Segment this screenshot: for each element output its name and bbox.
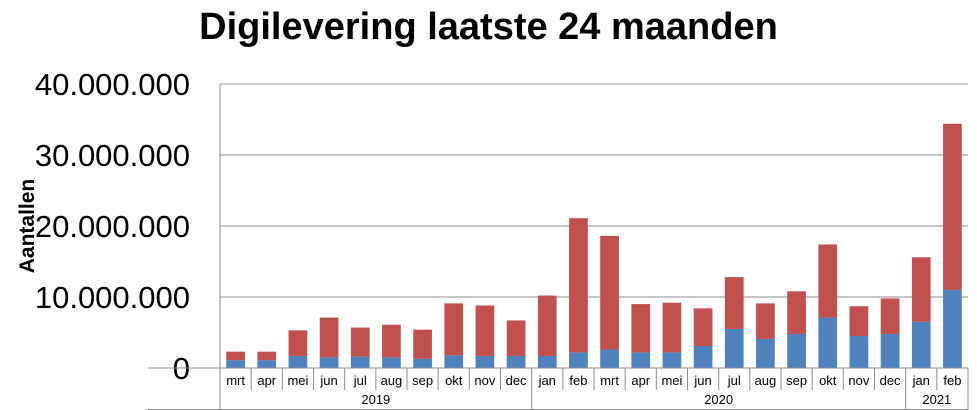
bar-segment-lower xyxy=(257,360,277,368)
bar-segment-upper xyxy=(226,351,245,361)
x-tick-label: sep xyxy=(786,373,807,388)
x-tick-label: mrt xyxy=(600,373,619,388)
bar-segment-upper xyxy=(569,218,588,353)
bar-segment-lower xyxy=(693,345,713,368)
bar-segment-lower xyxy=(382,357,401,368)
bar-segment-lower xyxy=(911,321,931,368)
bar-segment-upper xyxy=(756,303,775,339)
bar-segment-lower xyxy=(444,355,464,368)
x-tick-label: aug xyxy=(381,373,403,388)
x-tick-label: aug xyxy=(755,373,777,388)
bar-segment-upper xyxy=(787,291,806,334)
chart-title: Digilevering laatste 24 maanden xyxy=(199,6,778,48)
x-tick-label: mei xyxy=(287,373,308,388)
y-tick-label: 30.000.000 xyxy=(35,138,190,173)
x-tick-label: nov xyxy=(848,373,869,388)
year-label: 2019 xyxy=(361,392,390,407)
x-tick-label: jan xyxy=(538,373,556,388)
bar-segment-upper xyxy=(724,277,744,329)
x-tick-label: okt xyxy=(819,373,837,388)
bar-segment-upper xyxy=(537,295,557,356)
x-tick-label: jun xyxy=(319,373,337,388)
bar-segment-lower xyxy=(943,289,962,368)
bar-segment-upper xyxy=(413,329,432,359)
bar-segment-upper xyxy=(818,244,838,318)
x-tick-label: sep xyxy=(412,373,433,388)
bar-segment-upper xyxy=(350,327,370,357)
bar-segment-upper xyxy=(444,303,464,356)
bar-segment-lower xyxy=(226,360,245,368)
y-axis-title: Aantallen xyxy=(16,179,39,274)
bar-segment-upper xyxy=(257,351,277,361)
bar-segment-upper xyxy=(475,305,495,356)
x-tick-label: okt xyxy=(445,373,463,388)
bar-segment-lower xyxy=(506,355,526,368)
y-tick-label: 10.000.000 xyxy=(35,280,190,315)
y-tick-label: 20.000.000 xyxy=(35,209,190,244)
bar-segment-upper xyxy=(600,235,619,350)
bar-segment-upper xyxy=(506,320,526,356)
bar-segment-upper xyxy=(631,304,651,353)
bar-segment-lower xyxy=(600,349,619,368)
bar-segment-lower xyxy=(288,355,308,368)
bar-segment-upper xyxy=(943,123,962,290)
year-label: 2020 xyxy=(704,392,733,407)
bar-segment-lower xyxy=(818,317,838,368)
year-label: 2021 xyxy=(922,392,951,407)
x-tick-label: mei xyxy=(661,373,682,388)
bar-segment-upper xyxy=(382,324,401,358)
bar-segment-lower xyxy=(569,352,588,368)
bar-segment-upper xyxy=(288,330,308,356)
x-tick-label: jul xyxy=(727,373,741,388)
bar-segment-lower xyxy=(756,338,775,368)
x-tick-label: apr xyxy=(257,373,276,388)
x-tick-label: jun xyxy=(693,373,711,388)
bar-segment-lower xyxy=(537,355,557,368)
x-tick-label: jan xyxy=(912,373,930,388)
x-tick-label: dec xyxy=(506,373,527,388)
x-tick-label: feb xyxy=(943,373,961,388)
x-tick-label: nov xyxy=(474,373,495,388)
y-tick-label: 40.000.000 xyxy=(35,67,190,102)
bar-segment-upper xyxy=(849,306,869,337)
bar-segment-lower xyxy=(880,333,900,368)
bar-segment-lower xyxy=(724,328,744,368)
x-tick-label: jul xyxy=(353,373,367,388)
bar-segment-lower xyxy=(631,352,651,368)
bar-segment-lower xyxy=(849,336,869,368)
bar-segment-lower xyxy=(475,355,495,368)
bar-segment-upper xyxy=(911,257,931,322)
bar-segment-lower xyxy=(350,356,370,368)
bar-segment-lower xyxy=(787,333,806,368)
bar-segment-lower xyxy=(413,358,432,368)
bar-segment-lower xyxy=(662,352,682,368)
bar-segment-upper xyxy=(693,308,713,346)
x-tick-label: dec xyxy=(880,373,901,388)
bar-segment-lower xyxy=(319,357,339,368)
x-tick-label: mrt xyxy=(226,373,245,388)
x-tick-label: apr xyxy=(631,373,650,388)
bar-segment-upper xyxy=(662,302,682,353)
bar-segment-upper xyxy=(880,298,900,334)
bar-segment-upper xyxy=(319,317,339,358)
x-tick-label: feb xyxy=(569,373,587,388)
